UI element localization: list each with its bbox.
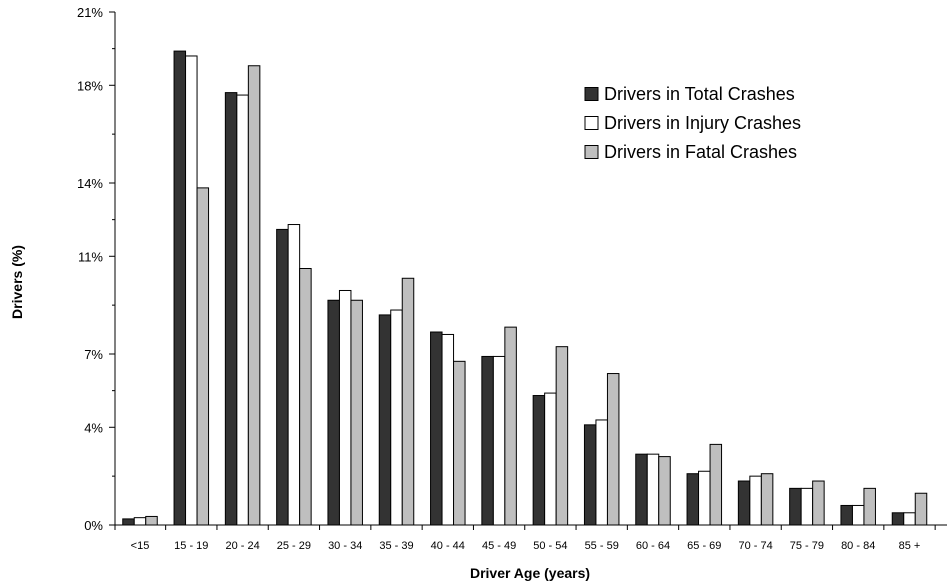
- bar-2-16: [903, 512, 916, 526]
- bar-2-6: [390, 309, 403, 526]
- bar-3-9: [555, 346, 569, 526]
- y-tick-label: 4%: [84, 420, 103, 435]
- bar-1-3: [224, 92, 238, 526]
- plot-area: 0% 4% 7% 11% 14% 18% 21% <15 15 - 19 20 - 24 25 - …: [77, 5, 947, 552]
- bar-2-3: [236, 94, 249, 526]
- bar-2-9: [544, 392, 557, 526]
- y-axis-title: Drivers (%): [9, 245, 25, 319]
- x-tick-label: 80 - 84: [841, 540, 875, 552]
- x-axis-title: Driver Age (years): [470, 565, 590, 581]
- bar-2-4: [287, 224, 301, 526]
- y-tick-label: 14%: [77, 176, 103, 191]
- legend-label-3: Drivers in Fatal Crashes: [604, 142, 797, 162]
- x-tick-label: 50 - 54: [533, 540, 567, 552]
- bar-2-2: [185, 55, 198, 526]
- bar-3-14: [812, 480, 825, 526]
- bar-3-11: [658, 456, 671, 526]
- bar-2-5: [338, 289, 352, 526]
- bar-2-13: [749, 475, 762, 526]
- bar-3-15: [863, 487, 876, 526]
- legend-swatch-1: [584, 87, 599, 101]
- bar-1-6: [378, 314, 392, 526]
- y-tick-label: 11%: [78, 249, 103, 264]
- bar-2-11: [646, 453, 660, 526]
- bar-3-13: [760, 473, 774, 526]
- bar-1-12: [686, 473, 700, 526]
- bar-1-11: [635, 453, 648, 526]
- bar-1-9: [532, 395, 546, 526]
- bar-3-2: [196, 187, 210, 526]
- y-tick-label: 18%: [77, 78, 103, 93]
- legend-label-1: Drivers in Total Crashes: [604, 84, 795, 104]
- bar-1-15: [840, 504, 853, 526]
- x-tick-label: <15: [131, 540, 150, 552]
- bar-3-7: [453, 360, 466, 526]
- bar-3-16: [914, 492, 928, 526]
- y-tick-label: 7%: [84, 347, 103, 362]
- legend-swatch-2: [584, 116, 599, 130]
- bar-2-8: [492, 355, 506, 526]
- x-tick-label: 55 - 59: [585, 540, 619, 552]
- x-tick-label: 15 - 19: [174, 540, 208, 552]
- legend: Drivers in Total Crashes Drivers in Injur…: [584, 84, 801, 162]
- y-tick-label: 0%: [84, 518, 103, 533]
- bar-3-12: [709, 443, 723, 526]
- bar-1-16: [891, 512, 905, 526]
- bar-2-12: [698, 470, 711, 526]
- x-tick-label: 45 - 49: [482, 540, 516, 552]
- bar-3-10: [606, 373, 620, 526]
- x-tick-label: 30 - 34: [328, 540, 362, 552]
- x-tick-label: 75 - 79: [790, 540, 824, 552]
- bar-2-14: [800, 487, 814, 526]
- bar-3-3: [247, 65, 261, 526]
- legend-label-2: Drivers in Injury Crashes: [604, 113, 801, 133]
- x-tick-label: 35 - 39: [379, 540, 413, 552]
- bar-1-5: [327, 299, 340, 526]
- bar-1-4: [276, 228, 289, 526]
- x-tick-label: 40 - 44: [431, 540, 465, 552]
- x-tick-label: 20 - 24: [225, 540, 259, 552]
- bar-1-14: [789, 487, 802, 526]
- bar-1-2: [173, 50, 187, 526]
- bar-3-5: [350, 299, 363, 526]
- bar-1-13: [737, 480, 751, 526]
- bar-1-1: [122, 518, 135, 526]
- x-tick-label: 70 - 74: [738, 540, 772, 552]
- bar-3-4: [299, 268, 312, 526]
- bar-3-6: [401, 277, 415, 526]
- x-tick-label: 60 - 64: [636, 540, 670, 552]
- bar-2-15: [851, 504, 865, 526]
- x-tick-label: 25 - 29: [277, 540, 311, 552]
- legend-swatch-3: [584, 145, 599, 159]
- bar-1-10: [583, 424, 597, 526]
- bar-3-1: [145, 515, 158, 526]
- bar-3-8: [504, 326, 517, 526]
- y-tick-label: 21%: [77, 5, 103, 20]
- bar-2-1: [133, 517, 147, 526]
- bar-1-8: [481, 355, 494, 526]
- bar-1-7: [430, 331, 443, 526]
- x-tick-label: 85 +: [899, 540, 921, 552]
- bar-2-10: [595, 419, 608, 526]
- x-tick-label: 65 - 69: [687, 540, 721, 552]
- bar-2-7: [441, 333, 455, 526]
